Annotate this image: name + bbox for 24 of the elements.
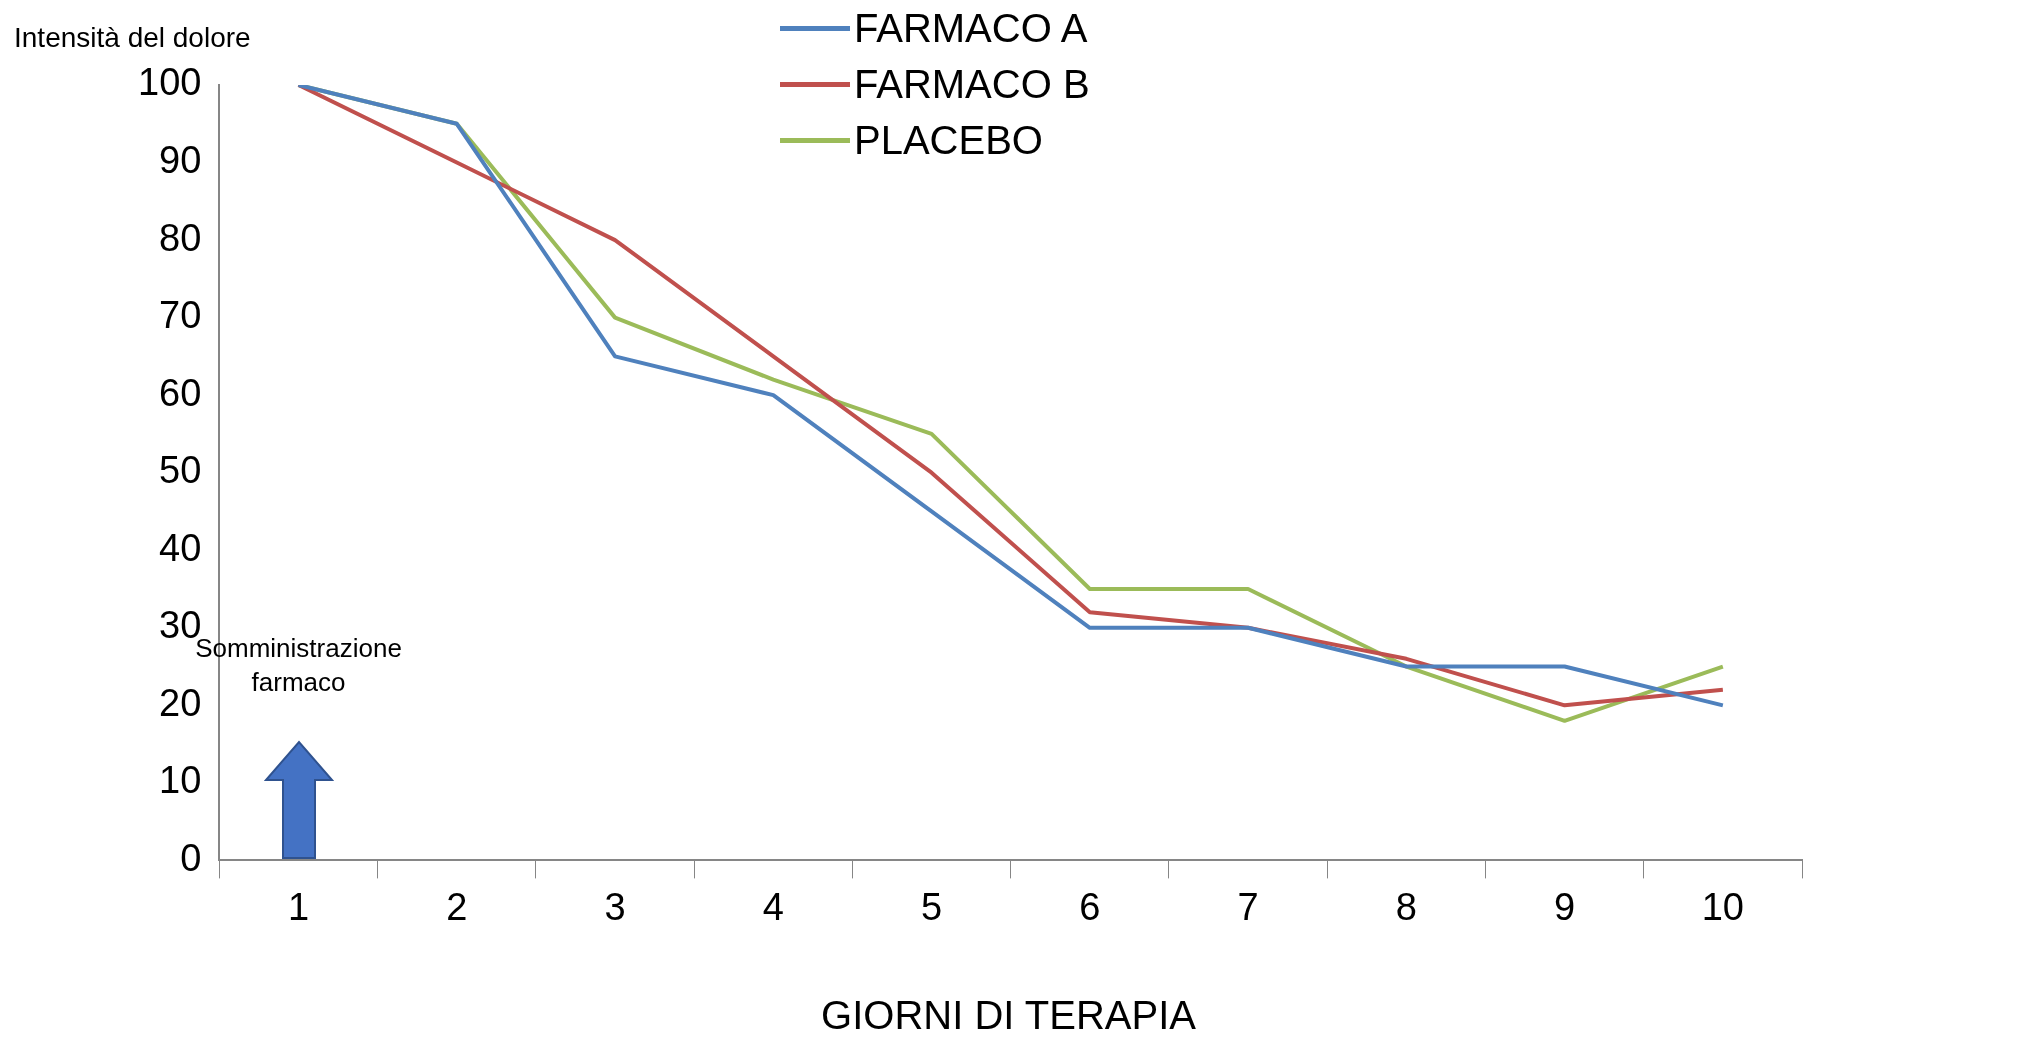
x-tick-label: 9 xyxy=(1554,885,1576,928)
x-tick-label: 2 xyxy=(446,885,468,928)
x-tick-label: 4 xyxy=(762,885,784,928)
legend-label: FARMACO B xyxy=(854,61,1090,107)
y-axis-title: Intensità del dolore xyxy=(14,22,251,54)
y-tick-label: 60 xyxy=(159,371,202,414)
x-axis-title: GIORNI DI TERAPIA xyxy=(820,993,1197,1038)
legend-label: PLACEBO xyxy=(854,117,1043,163)
x-tick-label: 8 xyxy=(1395,885,1417,928)
x-tick-label: 6 xyxy=(1079,885,1101,928)
x-tick-label: 10 xyxy=(1701,885,1745,928)
y-tick-label: 40 xyxy=(159,526,202,569)
y-tick-label: 70 xyxy=(159,294,202,337)
y-tick-label: 10 xyxy=(159,759,202,802)
y-tick-label: 50 xyxy=(159,449,202,492)
x-tick-label: 7 xyxy=(1237,885,1259,928)
y-tick-label: 0 xyxy=(180,836,202,879)
x-tick-label: 3 xyxy=(604,885,626,928)
x-tick-label: 5 xyxy=(921,885,943,928)
y-tick-label: 80 xyxy=(159,216,202,259)
y-tick-label: 90 xyxy=(159,139,202,182)
y-tick-label: 100 xyxy=(138,61,202,104)
legend-label: FARMACO A xyxy=(854,5,1088,51)
x-tick-label: 1 xyxy=(287,885,310,928)
